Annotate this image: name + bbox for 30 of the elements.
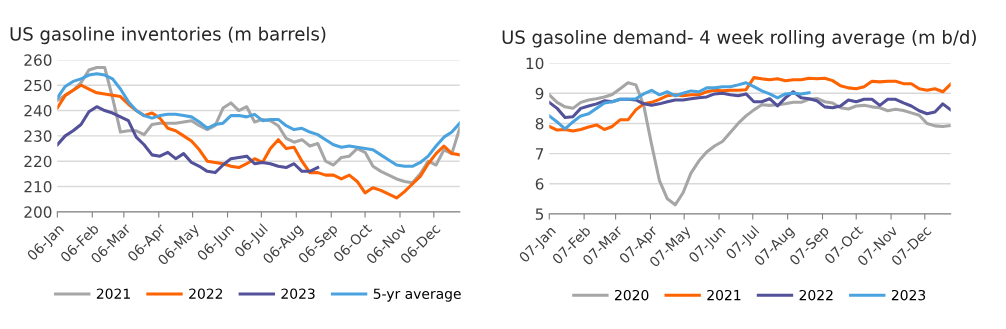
legend-label: 2022: [799, 289, 833, 301]
legend-label: 2021: [96, 288, 130, 299]
line-series: [57, 83, 460, 200]
y-tick-label: 8: [535, 117, 544, 130]
line-series: [549, 76, 951, 133]
y-tick-label: 220: [24, 155, 52, 168]
y-tick-label: 240: [24, 105, 52, 117]
chart-title: US gasoline inventories (m barrels): [10, 26, 326, 45]
legend-label: 5-yr average: [373, 288, 461, 302]
y-tick-label: 260: [24, 54, 52, 66]
chart-title: US gasoline demand- 4 week rolling average (m b/d): [502, 30, 976, 48]
y-tick-label: 210: [24, 181, 52, 193]
line-series: [57, 105, 320, 175]
y-tick-label: 10: [526, 57, 544, 70]
y-tick-label: 9: [535, 87, 544, 100]
y-tick-label: 230: [24, 130, 52, 142]
legend-label: 2021: [707, 289, 741, 301]
y-tick-label: 7: [535, 148, 544, 160]
line-series: [549, 90, 951, 119]
line-series: [549, 81, 951, 207]
legend-label: 2020: [615, 289, 649, 301]
legend-label: 2023: [891, 289, 926, 301]
y-tick-label: 200: [24, 206, 52, 218]
y-tick-label: 5: [535, 208, 544, 220]
line-series: [57, 72, 460, 168]
y-tick-label: 250: [24, 79, 52, 92]
y-tick-label: 6: [535, 178, 544, 190]
line-series: [549, 81, 811, 131]
legend-label: 2023: [281, 288, 315, 299]
legend-label: 2022: [189, 288, 223, 299]
